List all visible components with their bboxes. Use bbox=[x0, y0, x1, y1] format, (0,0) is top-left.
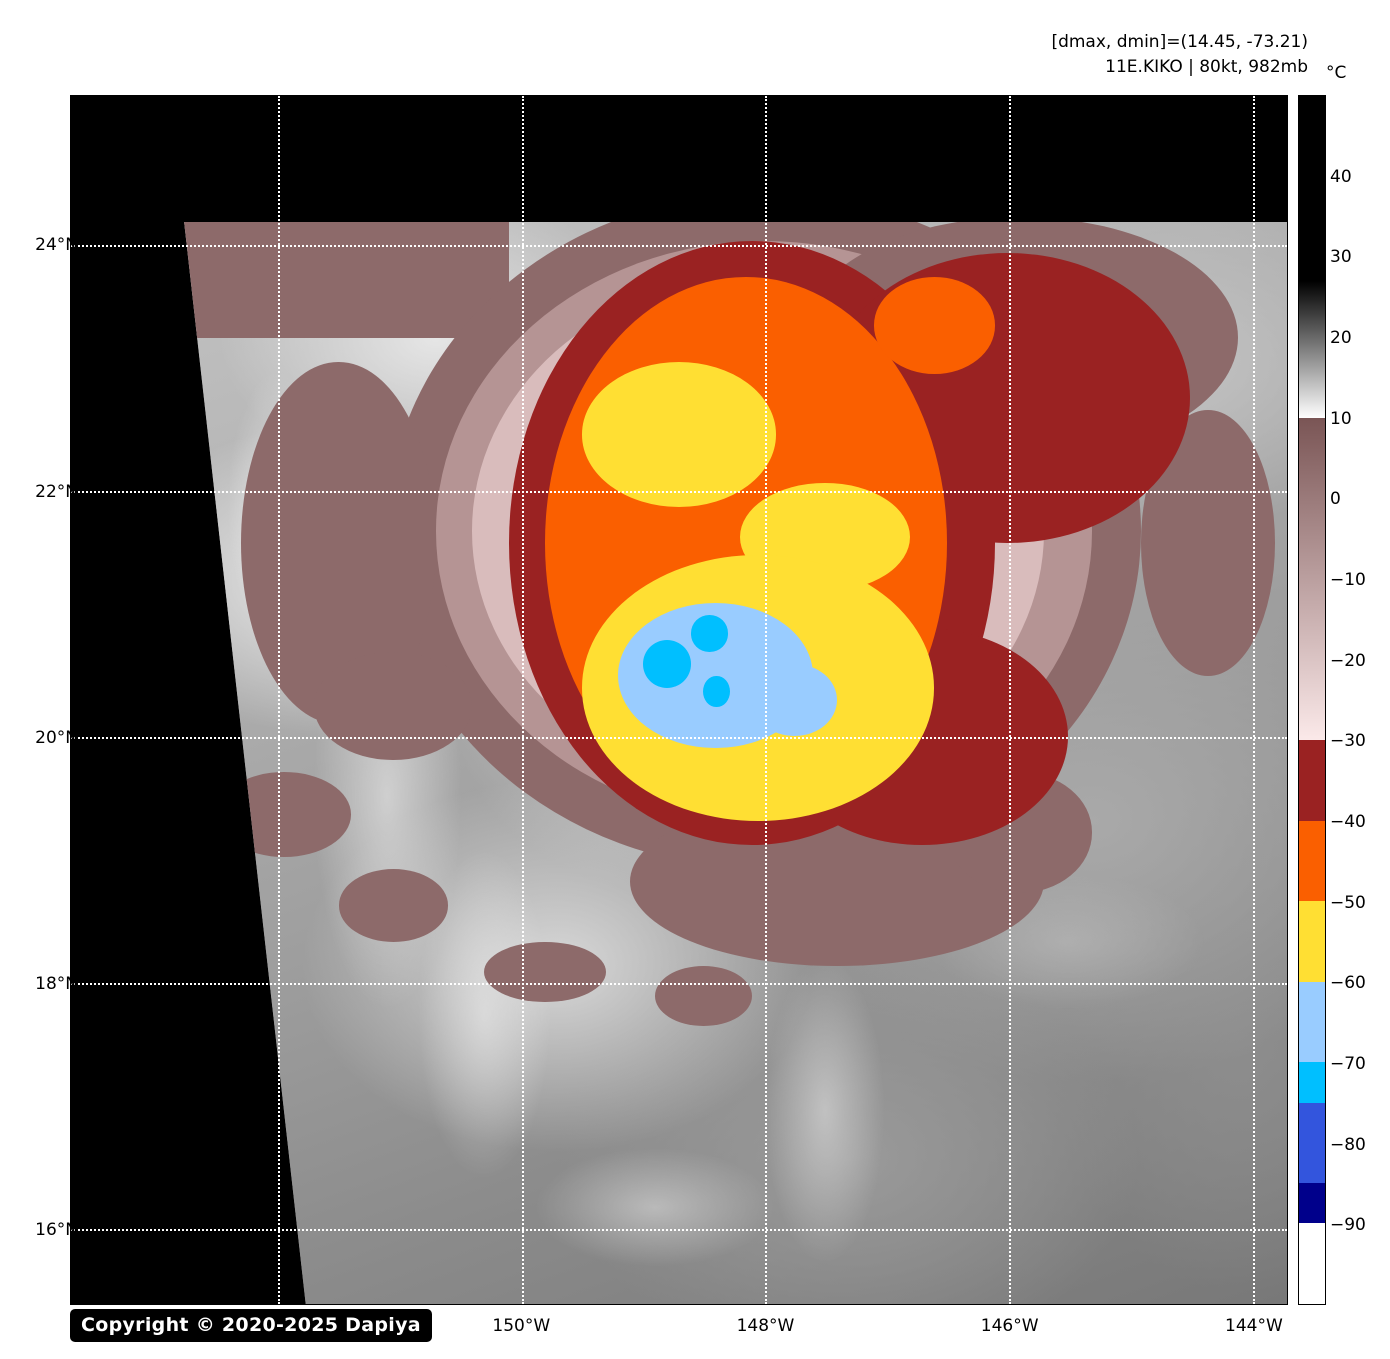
gridline-horizontal bbox=[71, 1228, 1287, 1231]
cold-band-sw4 bbox=[484, 941, 607, 1002]
cold-band-sw1 bbox=[314, 651, 473, 761]
gridline-horizontal bbox=[71, 491, 1287, 494]
gridline-horizontal bbox=[71, 736, 1287, 739]
colorbar-tick-labels: 40 30 20 10 0 −10 −20 −30 −40 −50 −60 −70 −80 −90 bbox=[1330, 95, 1390, 1305]
colorbar-segment-blue bbox=[1299, 1102, 1325, 1184]
colorbar-tick-label: −30 bbox=[1330, 731, 1366, 752]
band-cyan-2 bbox=[691, 615, 728, 652]
x-axis-tick-label: 150°W bbox=[492, 1316, 551, 1336]
storm-info-label: 11E.KIKO | 80kt, 982mb bbox=[1105, 57, 1308, 77]
y-axis-tick-label: 16°N bbox=[35, 1220, 78, 1241]
colorbar-tick-label: 40 bbox=[1330, 166, 1352, 187]
colorbar-segment-black-warm bbox=[1299, 96, 1325, 282]
band-cyan-3 bbox=[703, 675, 731, 708]
colorbar-tick-label: −10 bbox=[1330, 570, 1366, 590]
gridline-vertical bbox=[765, 96, 768, 1304]
colorbar-tick-label: −50 bbox=[1330, 892, 1366, 913]
colorbar-segment-light-blue bbox=[1299, 981, 1325, 1063]
satellite-swath bbox=[184, 221, 1287, 1304]
gridline-horizontal bbox=[71, 982, 1287, 985]
colorbar-tick-label: −60 bbox=[1330, 973, 1366, 994]
plot-inner bbox=[71, 96, 1287, 1304]
band-orange-ne bbox=[873, 277, 996, 374]
colorbar-tick-label: 30 bbox=[1330, 247, 1352, 268]
colorbar-unit-label: °C bbox=[1326, 63, 1347, 83]
colorbar-segment-orange bbox=[1299, 820, 1325, 902]
colorbar-segment-dark-red bbox=[1299, 740, 1325, 821]
colorbar-segment-cyan bbox=[1299, 1062, 1325, 1103]
y-axis-tick-label: 18°N bbox=[35, 974, 78, 995]
metadata-block: [dmax, dmin]=(14.45, -73.21) 11E.KIKO | … bbox=[1051, 30, 1308, 80]
no-data-region-top bbox=[71, 96, 1287, 222]
y-axis-tick-label: 22°N bbox=[35, 481, 78, 502]
colorbar-segment-yellow bbox=[1299, 901, 1325, 982]
colorbar-tick-label: −80 bbox=[1330, 1134, 1366, 1155]
x-axis-tick-label: 146°W bbox=[980, 1316, 1039, 1336]
band-yellow-nw bbox=[581, 361, 777, 507]
colorbar-tick-label: 0 bbox=[1330, 489, 1341, 510]
gridline-vertical bbox=[521, 96, 524, 1304]
cold-band-sw3 bbox=[338, 869, 448, 942]
colorbar-segment-grey-ramp bbox=[1299, 281, 1325, 419]
colorbar-tick-label: −20 bbox=[1330, 650, 1366, 671]
data-minmax-label: [dmax, dmin]=(14.45, -73.21) bbox=[1051, 32, 1308, 52]
gridline-vertical bbox=[1252, 96, 1255, 1304]
y-axis-tick-label: 24°N bbox=[35, 235, 78, 256]
colorbar-segment-brown-ramp bbox=[1299, 418, 1325, 741]
y-axis-tick-label: 20°N bbox=[35, 727, 78, 748]
copyright-watermark: Copyright © 2020-2025 Dapiya bbox=[70, 1309, 432, 1342]
colorbar-tick-label: 20 bbox=[1330, 328, 1352, 348]
satellite-image-plot[interactable] bbox=[70, 95, 1288, 1305]
colorbar-tick-label: −70 bbox=[1330, 1054, 1366, 1074]
cold-band-sw2 bbox=[216, 772, 351, 858]
colorbar[interactable] bbox=[1298, 95, 1326, 1305]
colorbar-segment-white-cold bbox=[1299, 1223, 1325, 1304]
gridline-horizontal bbox=[71, 245, 1287, 248]
cold-band-s1 bbox=[654, 965, 752, 1027]
colorbar-tick-label: 10 bbox=[1330, 408, 1352, 429]
colorbar-tick-label: −90 bbox=[1330, 1215, 1366, 1236]
band-cyan-1 bbox=[642, 639, 692, 688]
x-axis-tick-label: 144°W bbox=[1225, 1316, 1283, 1336]
colorbar-tick-label: −40 bbox=[1330, 812, 1366, 832]
cold-shield-nw bbox=[184, 221, 509, 338]
gridline-vertical bbox=[1009, 96, 1012, 1304]
gridline-vertical bbox=[277, 96, 280, 1304]
x-axis-tick-label: 148°W bbox=[736, 1316, 795, 1336]
colorbar-segment-navy bbox=[1299, 1183, 1325, 1224]
